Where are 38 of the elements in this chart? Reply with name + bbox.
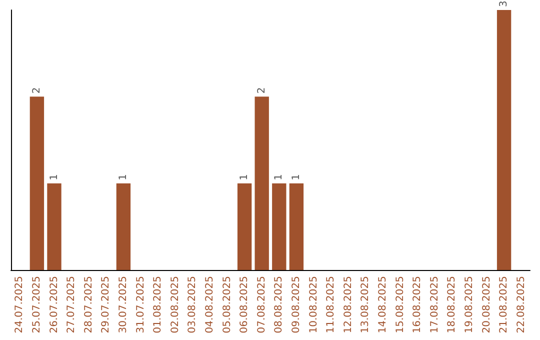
x-tick-label: 05.08.2025: [222, 276, 233, 334]
x-tick-label: 25.07.2025: [31, 276, 42, 334]
data-label: 1: [48, 174, 60, 180]
x-tick-label: 29.07.2025: [100, 276, 112, 334]
x-tick-label: 10.08.2025: [308, 276, 320, 334]
x-tick-label: 07.08.2025: [256, 276, 268, 334]
x-tick-label: 14.08.2025: [377, 276, 388, 334]
data-label: 3: [498, 0, 510, 7]
x-tick-label: 27.07.2025: [66, 276, 78, 334]
data-label: 2: [31, 87, 42, 94]
x-tick-label: 22.08.2025: [516, 276, 527, 334]
x-tick-label: 06.08.2025: [239, 276, 250, 334]
x-tick-label: 26.07.2025: [48, 276, 60, 334]
x-tick-label: 20.08.2025: [481, 276, 492, 334]
data-label: 2: [256, 87, 268, 94]
x-tick-label: 19.08.2025: [464, 276, 475, 334]
x-tick-label: 21.08.2025: [498, 276, 510, 334]
x-tick-label: 02.08.2025: [170, 276, 181, 334]
x-tick-label: 03.08.2025: [187, 276, 198, 334]
data-label: 1: [274, 174, 285, 180]
x-tick-label: 15.08.2025: [394, 276, 406, 334]
x-tick-label: 31.07.2025: [135, 276, 146, 334]
x-tick-label: 30.07.2025: [118, 276, 129, 334]
data-label: 1: [290, 174, 302, 180]
x-tick-label: 04.08.2025: [204, 276, 216, 334]
data-label: 1: [239, 174, 250, 180]
x-tick-label: 18.08.2025: [446, 276, 458, 334]
x-tick-label: 08.08.2025: [274, 276, 285, 334]
x-tick-label: 12.08.2025: [342, 276, 354, 334]
x-tick-label: 28.07.2025: [83, 276, 94, 334]
x-tick-label: 16.08.2025: [412, 276, 424, 334]
x-tick-label: 09.08.2025: [290, 276, 302, 334]
data-label: 1: [118, 174, 129, 180]
x-tick-label: 17.08.2025: [429, 276, 440, 334]
x-tick-label: 11.08.2025: [326, 276, 337, 334]
x-tick-label: 01.08.2025: [152, 276, 164, 334]
x-tick-label: 13.08.2025: [360, 276, 372, 334]
x-tick-label: 24.07.2025: [14, 276, 26, 334]
